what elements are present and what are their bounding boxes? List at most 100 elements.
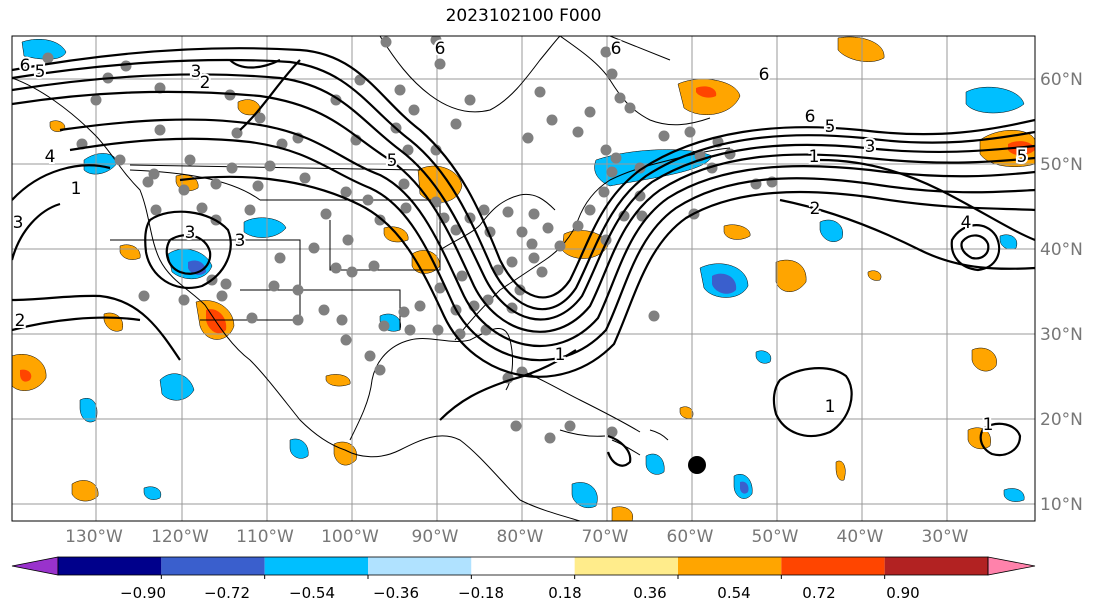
station-dot	[340, 186, 352, 198]
station-dot	[400, 202, 412, 214]
station-dot	[404, 324, 416, 336]
contour-label: 6	[759, 65, 770, 85]
station-dot	[330, 262, 342, 274]
station-dot	[610, 152, 622, 164]
contour-label: 3	[865, 137, 876, 157]
station-dot	[184, 154, 196, 166]
station-dot	[658, 130, 670, 142]
station-dot	[154, 124, 166, 136]
colorbar-tick-label: 0.54	[717, 584, 750, 602]
station-dot	[178, 294, 190, 306]
contour-label: 2	[810, 199, 821, 219]
station-dot	[456, 270, 468, 282]
station-dot	[220, 278, 232, 290]
lat-label: 60°N	[1040, 70, 1083, 90]
station-dot	[554, 240, 566, 252]
station-dot	[572, 220, 584, 232]
colorbar-extend-low	[11, 556, 59, 576]
contour-label: 5	[825, 117, 836, 137]
colorbar	[11, 556, 1036, 579]
station-dot	[432, 324, 444, 336]
station-dot	[450, 118, 462, 130]
colorbar-segment	[678, 557, 782, 575]
station-dot	[398, 306, 410, 318]
station-dot	[564, 420, 576, 432]
station-dot	[534, 86, 546, 98]
lon-label: 40°W	[837, 527, 884, 547]
contour-label: 3	[191, 62, 202, 82]
station-dot	[292, 284, 304, 296]
station-dot	[408, 104, 420, 116]
contour-label: 6	[20, 56, 31, 76]
lon-label: 130°W	[65, 527, 123, 547]
station-dot	[398, 178, 410, 190]
lat-label: 30°N	[1040, 325, 1083, 345]
colorbar-tick-label: −0.90	[120, 584, 166, 602]
lon-label: 50°W	[752, 527, 799, 547]
contour-label: 5	[1017, 147, 1028, 167]
colorbar-segment	[161, 557, 265, 575]
colorbar-tick-label: −0.18	[458, 584, 504, 602]
station-dot	[254, 112, 266, 124]
station-dot	[394, 84, 406, 96]
station-dot	[196, 202, 208, 214]
contour-label: 3	[235, 231, 246, 251]
station-dot	[342, 234, 354, 246]
station-dot	[606, 426, 618, 438]
contour-label: 1	[555, 345, 566, 365]
station-dot	[536, 266, 548, 278]
station-dot	[264, 160, 276, 172]
station-dot	[434, 58, 446, 70]
colorbar-segment	[781, 557, 885, 575]
station-dot	[380, 36, 392, 48]
lat-label: 20°N	[1040, 410, 1083, 430]
map-area	[12, 36, 1035, 521]
contour-lines	[12, 47, 1035, 467]
contour-label: 1	[809, 147, 820, 167]
contour-label: 6	[805, 107, 816, 127]
lat-label: 50°N	[1040, 155, 1083, 175]
station-dot	[600, 144, 612, 156]
station-dot	[544, 432, 556, 444]
station-dot	[318, 304, 330, 316]
station-dot	[154, 82, 166, 94]
colorbar-tick-labels: −0.90 −0.72 −0.54 −0.36 −0.18 0.18 0.36 …	[120, 584, 920, 602]
station-dot	[268, 280, 280, 292]
station-dot	[634, 190, 646, 202]
station-dot	[226, 162, 238, 174]
station-dot	[142, 176, 154, 188]
station-dot	[454, 328, 466, 340]
station-dot	[378, 320, 390, 332]
lon-label: 30°W	[922, 527, 969, 547]
contour-label: 2	[200, 73, 211, 93]
station-dot	[430, 36, 442, 46]
contour-labels: 6 5 3 2 6 6 6 5 3 1 2 6 5 4 1 3 3 2 1 1 …	[12, 37, 1029, 437]
station-dot	[528, 208, 540, 220]
station-dot	[528, 252, 540, 264]
contour-label: 3	[13, 213, 24, 233]
colorbar-tick-label: 0.36	[633, 584, 666, 602]
station-dot	[308, 242, 320, 254]
station-dot	[346, 266, 358, 278]
station-dot	[216, 290, 228, 302]
station-dot	[42, 52, 54, 64]
station-dot	[648, 310, 660, 322]
contour-label: 1	[983, 415, 994, 435]
map-frame	[11, 35, 1036, 522]
station-dot	[624, 102, 636, 114]
station-dot	[502, 206, 514, 218]
lon-label: 100°W	[321, 527, 379, 547]
station-dot	[178, 184, 190, 196]
station-dot	[120, 60, 132, 72]
station-dot	[614, 92, 626, 104]
station-dot	[364, 350, 376, 362]
station-dot	[340, 334, 352, 346]
colorbar-segment	[574, 557, 678, 575]
station-dot	[598, 186, 610, 198]
station-dot	[210, 178, 222, 190]
latitude-labels: 60°N 50°N 40°N 30°N 20°N 10°N	[1040, 70, 1083, 515]
station-dot	[292, 314, 304, 326]
station-dot	[572, 126, 584, 138]
colorbar-tick-label: 0.18	[548, 584, 581, 602]
station-dot	[684, 126, 696, 138]
